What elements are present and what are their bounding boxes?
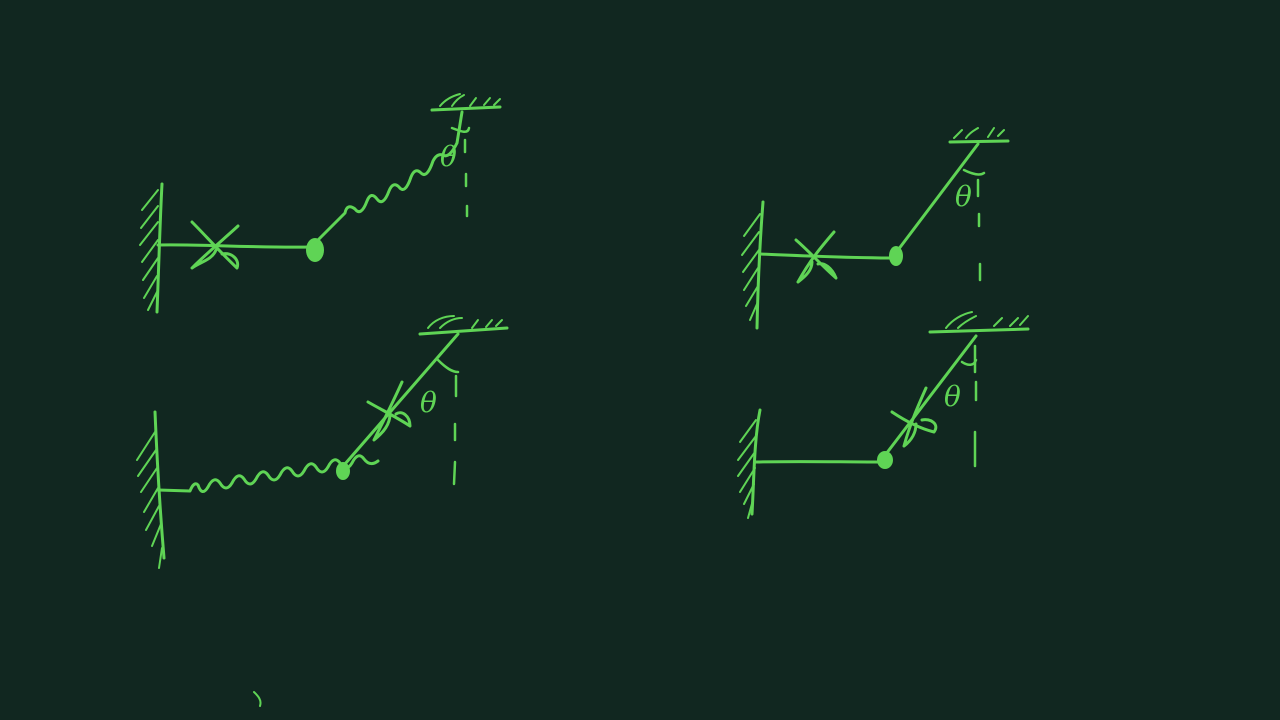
vertical-reference-line: [973, 344, 978, 468]
mass-bob: [877, 451, 893, 469]
rod-link: [896, 142, 980, 252]
wall-hatching: [139, 189, 159, 311]
diagram-top-left: θ: [139, 93, 502, 314]
spring-link: [313, 110, 464, 245]
angle-arc: [436, 358, 460, 374]
horizontal-rod: [156, 243, 314, 249]
mass-bob: [889, 246, 903, 266]
wall-support: [155, 182, 164, 314]
ceiling-hatching: [427, 315, 503, 329]
wall-support: [755, 200, 765, 330]
ceiling-support: [418, 326, 509, 336]
theta-label: θ: [420, 386, 437, 419]
vertical-reference-line: [463, 138, 469, 218]
cut-mark: [794, 230, 838, 284]
angle-arc: [962, 168, 986, 176]
diagram-bottom-right: θ: [737, 311, 1030, 519]
wall-hatching: [741, 213, 761, 321]
rod-link: [343, 332, 460, 466]
vertical-reference-line: [452, 374, 458, 486]
vertical-reference-line: [976, 178, 982, 282]
diagram-top-right: θ: [741, 127, 1010, 330]
wall-support: [153, 410, 166, 560]
stray-ink-mark: [253, 691, 262, 707]
angle-arc: [450, 126, 471, 133]
mass-bob: [336, 462, 350, 480]
ceiling-hatching: [953, 127, 1005, 139]
ceiling-support: [928, 327, 1030, 334]
theta-label: θ: [955, 180, 972, 213]
theta-label: θ: [944, 380, 961, 413]
cut-mark: [190, 220, 240, 270]
rod-link: [884, 334, 978, 456]
diagram-bottom-left: θ: [136, 315, 509, 569]
horizontal-rod: [758, 252, 894, 260]
ceiling-hatching: [439, 93, 501, 107]
cut-mark: [366, 380, 412, 442]
theta-label: θ: [440, 140, 457, 173]
mass-bob: [306, 238, 324, 262]
ceiling-support: [430, 105, 502, 112]
ceiling-hatching: [945, 311, 1029, 329]
ceiling-support: [948, 139, 1010, 144]
wall-hatching: [136, 431, 163, 569]
wall-hatching: [737, 419, 757, 519]
cut-mark: [890, 386, 938, 448]
